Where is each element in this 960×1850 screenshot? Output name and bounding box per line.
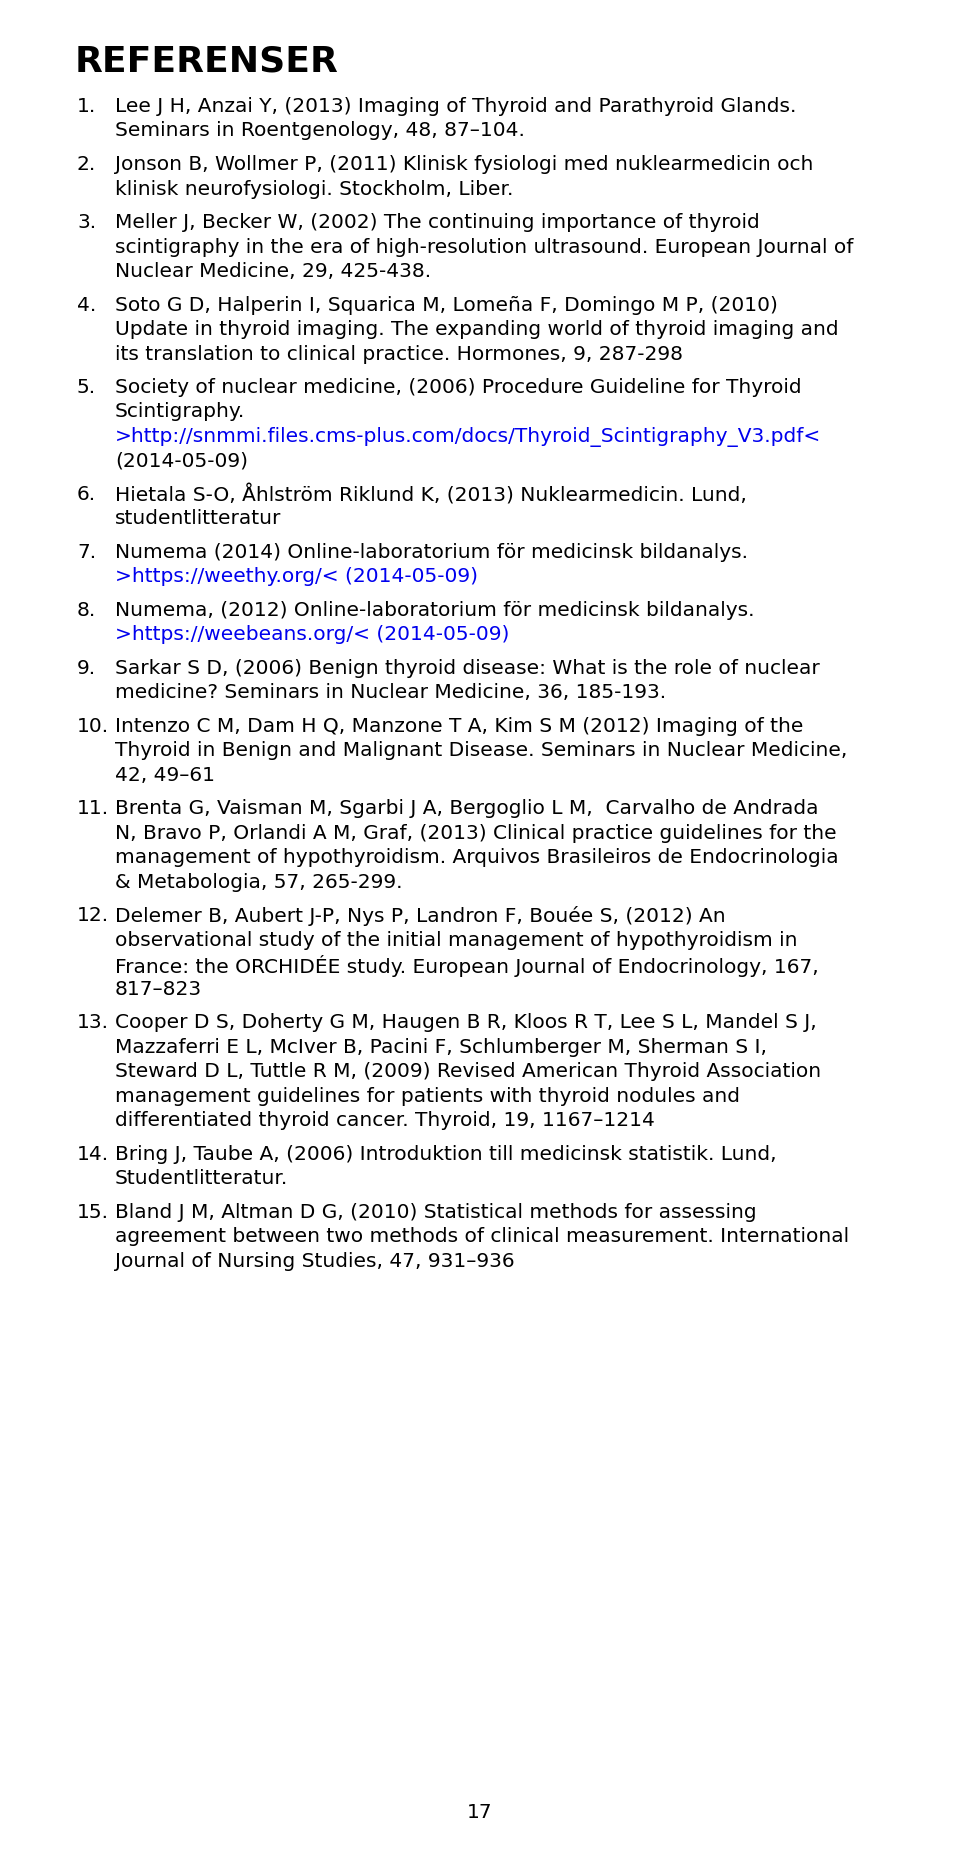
Text: klinisk neurofysiologi. Stockholm, Liber.: klinisk neurofysiologi. Stockholm, Liber… (115, 179, 514, 198)
Text: its translation to clinical practice. Hormones, 9, 287-298: its translation to clinical practice. Ho… (115, 344, 683, 363)
Text: N, Bravo P, Orlandi A M, Graf, (2013) Clinical practice guidelines for the: N, Bravo P, Orlandi A M, Graf, (2013) Cl… (115, 823, 836, 844)
Text: 5.: 5. (77, 377, 96, 398)
Text: Soto G D, Halperin I, Squarica M, Lomeña F, Domingo M P, (2010): Soto G D, Halperin I, Squarica M, Lomeña… (115, 296, 778, 314)
Text: REFERENSER: REFERENSER (75, 44, 339, 80)
Text: >https://weethy.org/< (2014-05-09): >https://weethy.org/< (2014-05-09) (115, 568, 478, 586)
Text: 15.: 15. (77, 1202, 109, 1223)
Text: Meller J, Becker W, (2002) The continuing importance of thyroid: Meller J, Becker W, (2002) The continuin… (115, 213, 759, 231)
Text: >https://weebeans.org/< (2014-05-09): >https://weebeans.org/< (2014-05-09) (115, 625, 510, 644)
Text: Numema (2014) Online-laboratorium för medicinsk bildanalys.: Numema (2014) Online-laboratorium för me… (115, 544, 748, 562)
Text: Numema, (2012) Online-laboratorium för medicinsk bildanalys.: Numema, (2012) Online-laboratorium för m… (115, 601, 755, 620)
Text: Steward D L, Tuttle R M, (2009) Revised American Thyroid Association: Steward D L, Tuttle R M, (2009) Revised … (115, 1062, 821, 1082)
Text: (2014-05-09): (2014-05-09) (115, 451, 248, 470)
Text: 817–823: 817–823 (115, 980, 203, 999)
Text: agreement between two methods of clinical measurement. International: agreement between two methods of clinica… (115, 1228, 850, 1247)
Text: 9.: 9. (77, 659, 96, 677)
Text: Thyroid in Benign and Malignant Disease. Seminars in Nuclear Medicine,: Thyroid in Benign and Malignant Disease.… (115, 742, 848, 760)
Text: Studentlitteratur.: Studentlitteratur. (115, 1169, 288, 1188)
Text: 17: 17 (468, 1802, 492, 1822)
Text: 8.: 8. (77, 601, 96, 620)
Text: 10.: 10. (77, 718, 109, 736)
Text: differentiated thyroid cancer. Thyroid, 19, 1167–1214: differentiated thyroid cancer. Thyroid, … (115, 1112, 655, 1130)
Text: Sarkar S D, (2006) Benign thyroid disease: What is the role of nuclear: Sarkar S D, (2006) Benign thyroid diseas… (115, 659, 820, 677)
Text: Jonson B, Wollmer P, (2011) Klinisk fysiologi med nuklearmedicin och: Jonson B, Wollmer P, (2011) Klinisk fysi… (115, 155, 813, 174)
Text: 3.: 3. (77, 213, 96, 231)
Text: Hietala S-O, Åhlström Riklund K, (2013) Nuklearmedicin. Lund,: Hietala S-O, Åhlström Riklund K, (2013) … (115, 485, 747, 507)
Text: 2.: 2. (77, 155, 96, 174)
Text: 1.: 1. (77, 96, 96, 117)
Text: 13.: 13. (77, 1014, 109, 1032)
Text: >http://snmmi.files.cms-plus.com/docs/Thyroid_Scintigraphy_V3.pdf<: >http://snmmi.files.cms-plus.com/docs/Th… (115, 427, 821, 448)
Text: 14.: 14. (77, 1145, 109, 1164)
Text: Seminars in Roentgenology, 48, 87–104.: Seminars in Roentgenology, 48, 87–104. (115, 122, 525, 141)
Text: Cooper D S, Doherty G M, Haugen B R, Kloos R T, Lee S L, Mandel S J,: Cooper D S, Doherty G M, Haugen B R, Klo… (115, 1014, 817, 1032)
Text: Nuclear Medicine, 29, 425-438.: Nuclear Medicine, 29, 425-438. (115, 263, 431, 281)
Text: 12.: 12. (77, 906, 109, 925)
Text: 7.: 7. (77, 544, 96, 562)
Text: observational study of the initial management of hypothyroidism in: observational study of the initial manag… (115, 931, 798, 951)
Text: Update in thyroid imaging. The expanding world of thyroid imaging and: Update in thyroid imaging. The expanding… (115, 320, 839, 339)
Text: Bring J, Taube A, (2006) Introduktion till medicinsk statistik. Lund,: Bring J, Taube A, (2006) Introduktion ti… (115, 1145, 777, 1164)
Text: Society of nuclear medicine, (2006) Procedure Guideline for Thyroid: Society of nuclear medicine, (2006) Proc… (115, 377, 802, 398)
Text: Scintigraphy.: Scintigraphy. (115, 403, 245, 422)
Text: & Metabologia, 57, 265-299.: & Metabologia, 57, 265-299. (115, 873, 402, 892)
Text: scintigraphy in the era of high-resolution ultrasound. European Journal of: scintigraphy in the era of high-resoluti… (115, 237, 853, 257)
Text: Delemer B, Aubert J-P, Nys P, Landron F, Bouée S, (2012) An: Delemer B, Aubert J-P, Nys P, Landron F,… (115, 906, 726, 927)
Text: 6.: 6. (77, 485, 96, 503)
Text: Intenzo C M, Dam H Q, Manzone T A, Kim S M (2012) Imaging of the: Intenzo C M, Dam H Q, Manzone T A, Kim S… (115, 718, 804, 736)
Text: medicine? Seminars in Nuclear Medicine, 36, 185-193.: medicine? Seminars in Nuclear Medicine, … (115, 683, 666, 703)
Text: 11.: 11. (77, 799, 109, 818)
Text: France: the ORCHIDÉE study. European Journal of Endocrinology, 167,: France: the ORCHIDÉE study. European Jou… (115, 955, 819, 977)
Text: management of hypothyroidism. Arquivos Brasileiros de Endocrinologia: management of hypothyroidism. Arquivos B… (115, 849, 839, 868)
Text: Bland J M, Altman D G, (2010) Statistical methods for assessing: Bland J M, Altman D G, (2010) Statistica… (115, 1202, 756, 1223)
Text: studentlitteratur: studentlitteratur (115, 509, 281, 529)
Text: management guidelines for patients with thyroid nodules and: management guidelines for patients with … (115, 1088, 740, 1106)
Text: Brenta G, Vaisman M, Sgarbi J A, Bergoglio L M,  Carvalho de Andrada: Brenta G, Vaisman M, Sgarbi J A, Bergogl… (115, 799, 819, 818)
Text: Mazzaferri E L, McIver B, Pacini F, Schlumberger M, Sherman S I,: Mazzaferri E L, McIver B, Pacini F, Schl… (115, 1038, 767, 1056)
Text: 42, 49–61: 42, 49–61 (115, 766, 215, 784)
Text: Journal of Nursing Studies, 47, 931–936: Journal of Nursing Studies, 47, 931–936 (115, 1252, 515, 1271)
Text: 4.: 4. (77, 296, 96, 314)
Text: Lee J H, Anzai Y, (2013) Imaging of Thyroid and Parathyroid Glands.: Lee J H, Anzai Y, (2013) Imaging of Thyr… (115, 96, 797, 117)
